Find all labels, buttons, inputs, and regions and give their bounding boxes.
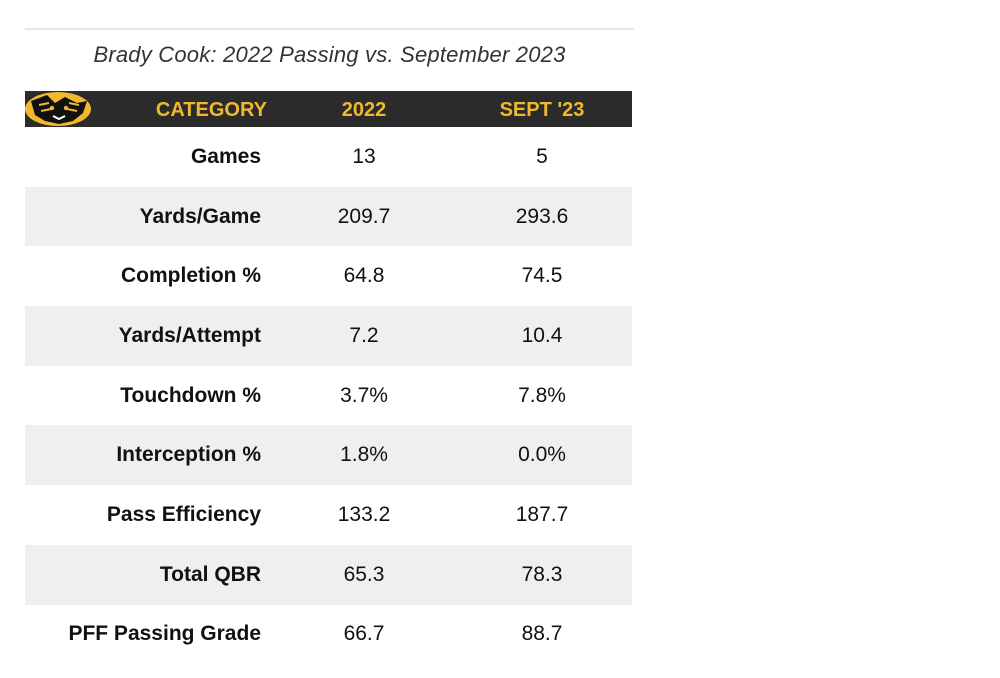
row-category: Yards/Attempt (118, 323, 261, 347)
table-row: Completion % 64.8 74.5 (25, 246, 632, 306)
row-value-2022: 3.7% (340, 383, 388, 407)
row-category: Yards/Game (139, 204, 261, 228)
table-header: CATEGORY 2022 SEPT '23 (25, 91, 632, 127)
row-value-2022: 1.8% (340, 443, 388, 467)
table-row: Pass Efficiency 133.2 187.7 (25, 485, 632, 545)
row-value-sept23: 10.4 (521, 323, 563, 347)
row-value-2022: 13 (352, 144, 376, 168)
row-category: Interception % (116, 443, 261, 467)
row-category: Touchdown % (120, 383, 261, 407)
row-value-sept23: 78.3 (521, 562, 563, 586)
row-value-2022: 133.2 (337, 502, 391, 526)
header-sept23: SEPT '23 (499, 99, 585, 121)
row-value-sept23: 293.6 (515, 204, 569, 228)
stats-table: CATEGORY 2022 SEPT '23 Games 13 5 Yards/Gam… (25, 91, 632, 664)
row-value-sept23: 74.5 (521, 264, 563, 288)
tiger-head-icon (25, 92, 91, 126)
table-row: Touchdown % 3.7% 7.8% (25, 366, 632, 426)
row-value-sept23: 7.8% (518, 383, 566, 407)
row-value-2022: 64.8 (343, 264, 385, 288)
table-row: Yards/Game 209.7 293.6 (25, 186, 632, 247)
row-category: Total QBR (159, 562, 261, 586)
top-divider (25, 28, 634, 30)
row-value-sept23: 0.0% (518, 443, 566, 467)
row-category: Pass Efficiency (106, 502, 261, 526)
row-value-2022: 66.7 (343, 622, 385, 646)
table-row: PFF Passing Grade 66.7 88.7 (25, 605, 632, 665)
row-value-2022: 7.2 (349, 323, 379, 347)
row-category: Games (190, 144, 261, 168)
header-category: CATEGORY (155, 99, 267, 121)
header-2022: 2022 (341, 99, 387, 121)
table-row: Total QBR 65.3 78.3 (25, 544, 632, 605)
table-row: Yards/Attempt 7.2 10.4 (25, 306, 632, 366)
row-value-sept23: 5 (536, 144, 548, 168)
row-value-2022: 65.3 (343, 562, 385, 586)
table-row: Games 13 5 (25, 127, 632, 187)
row-value-sept23: 187.7 (515, 502, 569, 526)
table-row: Interception % 1.8% 0.0% (25, 425, 632, 486)
chart-title: Brady Cook: 2022 Passing vs. September 2… (93, 42, 566, 67)
row-category: PFF Passing Grade (68, 622, 261, 646)
row-value-2022: 209.7 (337, 204, 391, 228)
row-category: Completion % (121, 264, 261, 288)
row-value-sept23: 88.7 (521, 622, 563, 646)
